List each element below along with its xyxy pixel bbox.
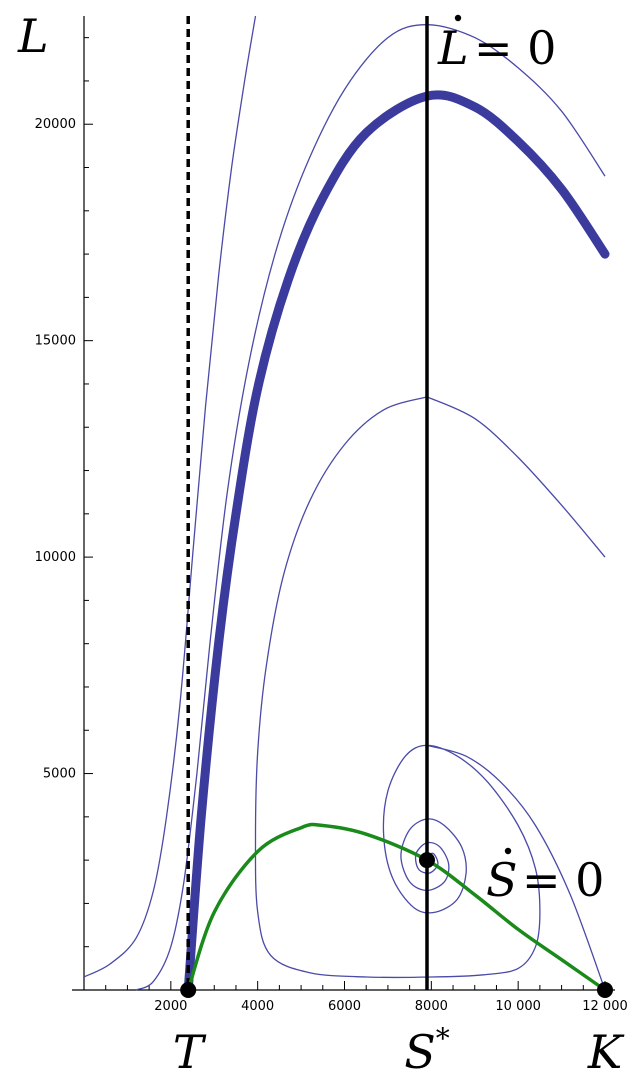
equilibrium-point xyxy=(180,982,197,998)
x-tick-label: 6000 xyxy=(328,999,361,1014)
y-tick-label: 15000 xyxy=(35,334,76,349)
x-tick-label: 4000 xyxy=(241,999,274,1014)
axis-marker-label: T xyxy=(173,1025,207,1079)
axis-marker-superscript: * xyxy=(436,1022,450,1055)
labels-layer: 5000 10000 15000 20000 2000 4000 6000 8000 10 00… xyxy=(17,9,628,1079)
trajectory-line xyxy=(254,396,541,979)
equilibria-layer xyxy=(180,852,613,998)
axis-marker-label: K xyxy=(587,1025,625,1079)
l-dot-equation: L = 0 xyxy=(437,14,556,75)
s-dot-symbol: S xyxy=(486,853,518,907)
axes-layer xyxy=(72,16,615,991)
s-dot-equation: S = 0 xyxy=(486,847,604,907)
s-dot-equals-zero: = 0 xyxy=(522,853,604,907)
l-dot-mark xyxy=(454,14,462,22)
trajectory-line xyxy=(135,24,606,991)
x-tick-label: 2000 xyxy=(154,999,187,1014)
l-dot-equals-zero: = 0 xyxy=(474,21,556,75)
y-tick-label: 20000 xyxy=(35,117,76,132)
y-axis-label: L xyxy=(17,9,49,63)
separatrix-line xyxy=(183,90,610,995)
x-tick-label: 12 000 xyxy=(582,999,628,1014)
nullclines-layer xyxy=(186,16,607,992)
s-nullcline-curve xyxy=(186,822,607,992)
y-tick-label: 10000 xyxy=(35,550,76,565)
x-tick-label: 8000 xyxy=(415,999,448,1014)
equilibrium-point xyxy=(597,982,613,998)
trajectory-line xyxy=(83,15,257,978)
equilibrium-point xyxy=(418,852,435,869)
s-dot-mark xyxy=(504,847,512,855)
trajectory-line xyxy=(426,396,606,558)
axis-marker-label: S* xyxy=(404,1022,450,1079)
x-tick-label: 10 000 xyxy=(495,999,541,1014)
trajectories-layer xyxy=(83,15,610,995)
trajectory-line xyxy=(426,744,606,991)
l-dot-symbol: L xyxy=(437,21,469,75)
y-tick-label: 5000 xyxy=(43,767,76,782)
